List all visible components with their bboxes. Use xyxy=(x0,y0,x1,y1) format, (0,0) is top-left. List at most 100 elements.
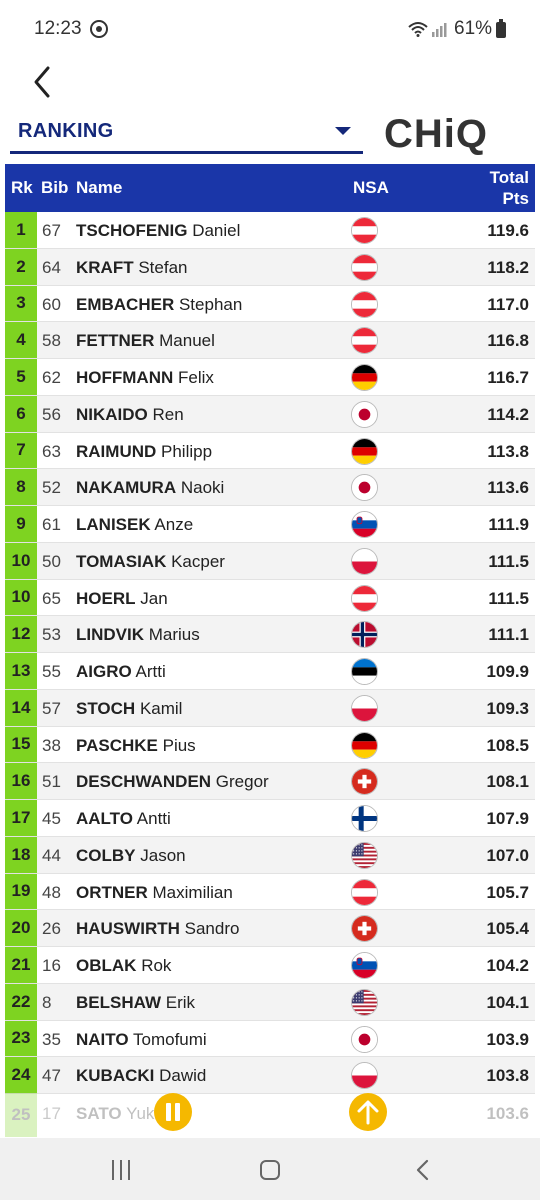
flag-jpn-icon xyxy=(351,400,378,428)
home-icon[interactable] xyxy=(260,1160,280,1180)
status-time: 12:23 xyxy=(34,18,82,39)
table-row[interactable]: 10 65 HOERL Jan 111.5 xyxy=(5,579,535,617)
col-total-pts-line1: Total xyxy=(489,168,529,187)
row-rank: 20 xyxy=(5,910,37,946)
row-athlete-name: STOCH Kamil xyxy=(76,699,182,719)
table-row[interactable]: 12 53 LINDVIK Marius 111.1 xyxy=(5,616,535,653)
row-last-name: BELSHAW xyxy=(76,992,161,1012)
table-row[interactable]: 20 26 HAUSWIRTH Sandro 105.4 xyxy=(5,910,535,947)
row-last-name: HAUSWIRTH xyxy=(76,919,180,939)
col-rk: Rk xyxy=(11,178,33,197)
table-row[interactable]: 14 57 STOCH Kamil 109.3 xyxy=(5,689,535,727)
row-last-name: OBLAK xyxy=(76,956,137,975)
ranking-select[interactable]: RANKING xyxy=(10,110,363,154)
row-athlete-name: BELSHAW Erik xyxy=(76,993,195,1013)
row-bib: 57 xyxy=(42,698,61,718)
row-rank: 6 xyxy=(5,395,37,432)
table-header: Rk Bib Name NSA Total Pts xyxy=(5,164,535,212)
row-bib: 56 xyxy=(42,404,61,424)
table-row[interactable]: 3 60 EMBACHER Stephan 117.0 xyxy=(5,285,535,323)
row-last-name: FETTNER xyxy=(76,331,155,351)
row-bib: 63 xyxy=(42,441,61,461)
row-first-name: Artti xyxy=(135,662,166,681)
row-rank: 3 xyxy=(5,285,37,322)
row-first-name: Antti xyxy=(136,809,171,828)
pause-button[interactable] xyxy=(154,1093,192,1131)
row-first-name: Manuel xyxy=(159,331,215,351)
row-total-pts: 105.4 xyxy=(486,919,529,939)
row-bib: 55 xyxy=(42,662,61,681)
row-last-name: EMBACHER xyxy=(76,294,175,314)
table-row[interactable]: 4 58 FETTNER Manuel 116.8 xyxy=(5,322,535,359)
table-row[interactable]: 21 16 OBLAK Rok 104.2 xyxy=(5,947,535,984)
col-name: Name xyxy=(76,178,123,197)
table-row[interactable]: 22 8 BELSHAW Erik 104.1 xyxy=(5,983,535,1021)
flag-nor-icon xyxy=(351,621,378,649)
row-bib: 65 xyxy=(42,588,61,608)
battery-icon xyxy=(496,19,506,38)
col-total-pts: Total Pts xyxy=(490,167,529,209)
row-athlete-name: TSCHOFENIG Daniel xyxy=(76,221,240,241)
table-row[interactable]: 17 45 AALTO Antti 107.9 xyxy=(5,800,535,837)
flag-sui-icon xyxy=(351,915,378,943)
row-last-name: AALTO xyxy=(76,809,133,828)
table-row[interactable]: 8 52 NAKAMURA Naoki 113.6 xyxy=(5,469,535,506)
row-rank: 22 xyxy=(5,983,37,1020)
flag-jpn-icon xyxy=(351,1025,378,1053)
row-athlete-name: AIGRO Artti xyxy=(76,662,166,682)
row-last-name: KUBACKI xyxy=(76,1066,155,1086)
row-first-name: Ren xyxy=(152,404,184,424)
row-athlete-name: COLBY Jason xyxy=(76,846,186,866)
table-row[interactable]: 9 61 LANISEK Anze 111.9 xyxy=(5,506,535,543)
row-first-name: Stephan xyxy=(178,294,243,314)
table-row[interactable]: 7 63 RAIMUND Philipp 113.8 xyxy=(5,432,535,470)
row-total-pts: 109.3 xyxy=(486,698,529,718)
nav-back-icon[interactable] xyxy=(412,1158,434,1182)
row-athlete-name: NAKAMURA Naoki xyxy=(76,478,224,498)
row-bib: 16 xyxy=(42,956,61,975)
scroll-top-button[interactable] xyxy=(349,1093,387,1131)
row-rank: 2 xyxy=(5,248,37,285)
row-rank: 23 xyxy=(5,1020,37,1057)
row-rank: 13 xyxy=(5,653,37,689)
row-rank: 24 xyxy=(5,1057,37,1093)
table-row[interactable]: 13 55 AIGRO Artti 109.9 xyxy=(5,653,535,690)
table-row[interactable]: 16 51 DESCHWANDEN Gregor 108.1 xyxy=(5,763,535,800)
flag-aut-icon xyxy=(351,584,378,612)
row-last-name: LINDVIK xyxy=(76,625,144,645)
row-athlete-name: LANISEK Anze xyxy=(76,515,193,535)
table-row[interactable]: 5 62 HOFFMANN Felix 116.7 xyxy=(5,359,535,396)
row-total-pts: 108.5 xyxy=(486,735,529,755)
table-row[interactable]: 15 38 PASCHKE Pius 108.5 xyxy=(5,726,535,764)
flag-usa-icon xyxy=(351,988,378,1016)
row-first-name: Marius xyxy=(148,625,200,645)
table-row[interactable]: 23 35 NAITO Tomofumi 103.9 xyxy=(5,1020,535,1058)
row-last-name: NIKAIDO xyxy=(76,404,148,424)
row-athlete-name: SATO Yuk xyxy=(76,1104,154,1124)
table-row[interactable]: 18 44 COLBY Jason 107.0 xyxy=(5,836,535,874)
row-rank: 10 xyxy=(5,542,37,579)
flag-usa-icon xyxy=(351,841,378,869)
table-row[interactable]: 19 48 ORTNER Maximilian 105.7 xyxy=(5,873,535,911)
ranking-table-body[interactable]: 1 67 TSCHOFENIG Daniel 119.6 2 64 KRAFT … xyxy=(5,212,535,1138)
row-first-name: Philipp xyxy=(161,441,213,461)
table-row[interactable]: 24 47 KUBACKI Dawid 103.8 xyxy=(5,1057,535,1094)
ranking-select-value: RANKING xyxy=(18,120,114,142)
recent-apps-icon[interactable] xyxy=(110,1160,132,1180)
row-last-name: NAKAMURA xyxy=(76,478,177,498)
row-total-pts: 104.2 xyxy=(486,956,529,975)
back-icon[interactable] xyxy=(30,64,60,100)
row-athlete-name: AALTO Antti xyxy=(76,809,171,829)
table-row[interactable]: 6 56 NIKAIDO Ren 114.2 xyxy=(5,395,535,433)
table-row[interactable]: 2 64 KRAFT Stefan 118.2 xyxy=(5,248,535,286)
flag-fin-icon xyxy=(351,805,378,832)
table-row[interactable]: 10 50 TOMASIAK Kacper 111.5 xyxy=(5,542,535,580)
row-rank: 7 xyxy=(5,432,37,469)
arrow-up-icon xyxy=(357,1100,379,1125)
flag-aut-icon xyxy=(351,217,378,244)
col-nsa: NSA xyxy=(353,178,389,197)
table-row[interactable]: 1 67 TSCHOFENIG Daniel 119.6 xyxy=(5,212,535,249)
row-bib: 8 xyxy=(42,992,52,1012)
row-total-pts: 116.8 xyxy=(487,331,529,351)
row-total-pts: 111.1 xyxy=(488,625,529,645)
